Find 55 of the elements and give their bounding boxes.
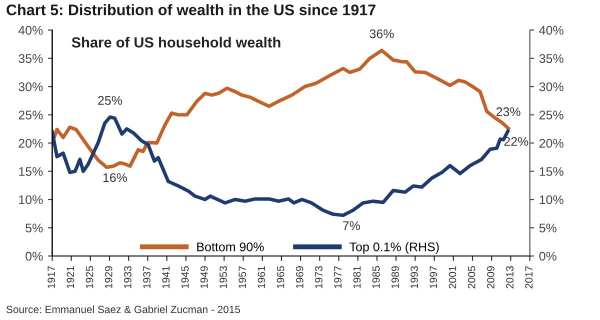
x-tick-label: 1989 (391, 266, 399, 288)
y2-tick-label: 10% (540, 195, 564, 204)
x-tick-label: 2005 (468, 266, 476, 288)
annotation: 22% (504, 137, 528, 146)
y-tick-label: 30% (18, 82, 43, 92)
x-tick-label: 1949 (200, 266, 208, 288)
x-tick-label: 2009 (487, 266, 494, 288)
x-tick-label: 1981 (353, 266, 361, 288)
x-tick-label: 1929 (104, 266, 112, 288)
y2-tick-label: 0% (539, 252, 556, 261)
x-tick-label: 1921 (66, 266, 74, 288)
x-tick-label: 1993 (410, 266, 418, 288)
y-tick-label: 10% (19, 195, 43, 204)
chart-title: Chart 5: Distribution of wealth in the US since 1917 (6, 4, 376, 16)
x-tick-label: 1985 (372, 266, 380, 288)
x-tick-label: 1957 (238, 266, 246, 288)
x-tick-label: 1961 (258, 266, 266, 288)
y2-tick-label: 40% (539, 26, 564, 35)
y2-tick-label: 30% (539, 82, 564, 92)
x-tick-label: 1937 (143, 266, 151, 288)
annotation: 7% (343, 221, 360, 230)
x-tick-label: 2001 (448, 266, 456, 288)
y2-tick-label: 15% (540, 167, 564, 176)
source-note: Source: Emmanuel Saez & Gabriel Zucman - 2015 (6, 305, 240, 314)
x-tick-label: 1917 (48, 266, 55, 288)
y2-tick-label: 25% (539, 110, 564, 120)
x-tick-label: 1977 (334, 266, 342, 288)
x-tick-label: 1965 (276, 266, 284, 288)
x-tick-label: 2017 (525, 266, 533, 288)
annotation: 16% (103, 173, 128, 182)
x-tick-label: 1925 (86, 266, 94, 288)
y-tick-label: 15% (19, 167, 43, 176)
legend-label: Bottom 90% (197, 242, 264, 252)
legend-label: Top 0.1% (RHS) (350, 242, 439, 254)
x-tick-label: 1997 (430, 266, 438, 288)
y-tick-label: 20% (18, 138, 43, 148)
annotation: 23% (496, 107, 520, 116)
x-tick-label: 1945 (181, 266, 189, 288)
y2-tick-label: 5% (539, 224, 556, 232)
y-tick-label: 40% (18, 26, 43, 35)
x-tick-label: 1941 (162, 266, 170, 288)
x-tick-label: 1953 (220, 266, 227, 288)
annotation: 25% (98, 96, 122, 105)
y2-tick-label: 35% (539, 54, 564, 63)
x-tick-label: 1969 (296, 266, 304, 288)
x-tick-label: 2013 (506, 266, 514, 288)
chart-subtitle: Share of US household wealth (72, 36, 280, 48)
y-tick-label: 0% (26, 252, 43, 261)
x-tick-label: 1933 (124, 266, 132, 288)
annotation: 36% (370, 29, 394, 38)
x-tick-label: 1973 (315, 266, 322, 288)
y-tick-label: 5% (26, 224, 43, 232)
y-tick-label: 35% (18, 54, 43, 63)
y-tick-label: 25% (18, 110, 43, 120)
y2-tick-label: 20% (539, 138, 564, 148)
